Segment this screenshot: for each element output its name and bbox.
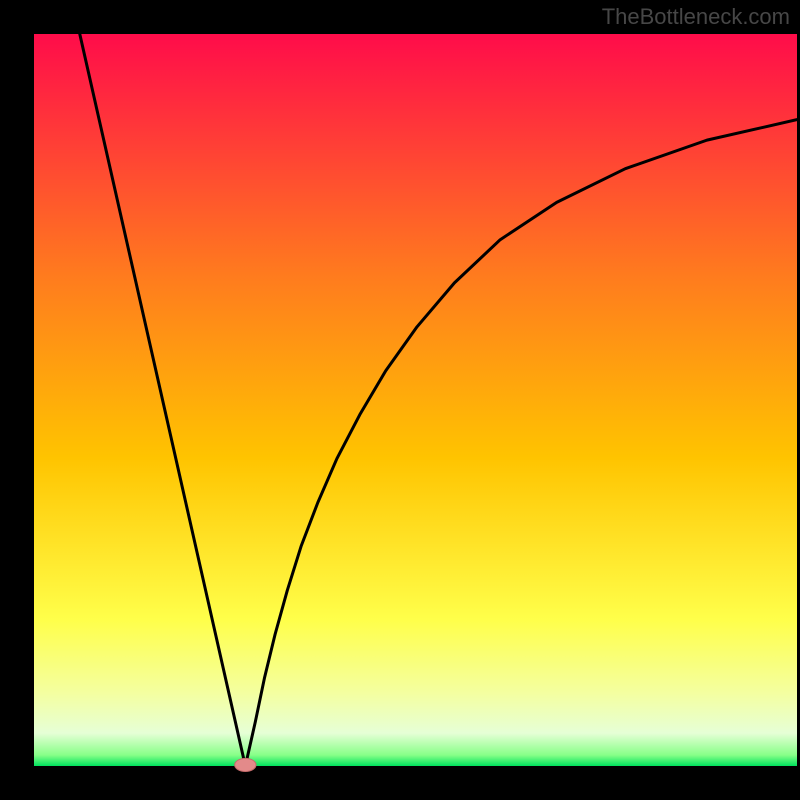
chart-wrapper: TheBottleneck.com (0, 0, 800, 800)
watermark-text: TheBottleneck.com (602, 4, 790, 30)
plot-gradient-background (34, 34, 797, 766)
bottleneck-curve-chart (0, 0, 800, 800)
vertex-marker (235, 758, 256, 771)
